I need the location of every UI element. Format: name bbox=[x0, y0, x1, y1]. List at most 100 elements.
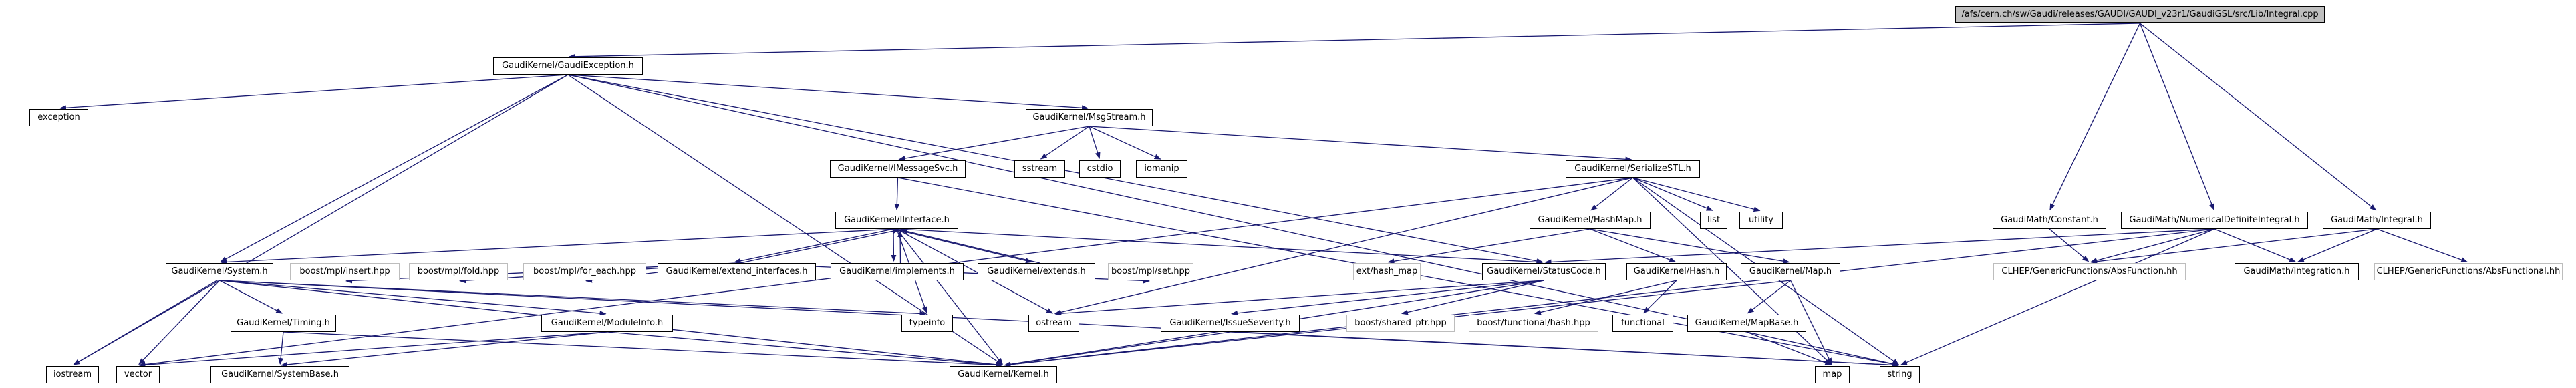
include-edge-hashmap-exthash bbox=[1387, 228, 1590, 264]
include-edge-msgstream-iomanip bbox=[1089, 126, 1161, 160]
include-edge-serialize-map bbox=[1632, 177, 1832, 365]
graph-node-insert: boost/mpl/insert.hpp bbox=[290, 263, 400, 280]
include-edge-system-timing bbox=[219, 280, 283, 314]
graph-node-cstdio[interactable]: cstdio bbox=[1079, 160, 1121, 178]
include-edge-statuscode-sharedptr bbox=[1401, 280, 1544, 315]
graph-node-constant[interactable]: GaudiMath/Constant.h bbox=[1993, 212, 2106, 229]
graph-node-serialize[interactable]: GaudiKernel/SerializeSTL.h bbox=[1566, 160, 1700, 178]
include-edge-ndi-kernel bbox=[1004, 228, 2215, 367]
graph-node-iomanip[interactable]: iomanip bbox=[1136, 160, 1187, 178]
graph-node-integration[interactable]: GaudiMath/Integration.h bbox=[2235, 263, 2359, 280]
graph-node-mapbase[interactable]: GaudiKernel/MapBase.h bbox=[1687, 315, 1806, 332]
graph-node-exthash: ext/hash_map bbox=[1353, 263, 1421, 280]
include-edge-issueseverity-kernel bbox=[1004, 331, 1231, 367]
include-edge-moduleinfo-kernel bbox=[607, 331, 1003, 368]
include-edge-ndi-string bbox=[1900, 228, 2215, 365]
include-edge-ndi-absfunction bbox=[2090, 228, 2215, 264]
graph-node-utility[interactable]: utility bbox=[1739, 212, 1783, 229]
graph-node-hashmap[interactable]: GaudiKernel/HashMap.h bbox=[1530, 212, 1651, 229]
include-edge-hash-functional bbox=[1643, 280, 1677, 314]
include-edge-root-gmintegral bbox=[2140, 23, 2377, 211]
include-edge-iinterface-kernel bbox=[896, 228, 1003, 365]
graph-node-fold: boost/mpl/fold.hpp bbox=[409, 263, 508, 280]
include-edge-serialize-ostream bbox=[1054, 177, 1633, 315]
include-edge-hashmap-gmap bbox=[1590, 228, 1790, 264]
graph-node-absfunction: CLHEP/GenericFunctions/AbsFunction.hh bbox=[1993, 263, 2186, 280]
include-edge-msgstream-imsgsvc bbox=[898, 126, 1090, 162]
include-edge-gmintegral-integration bbox=[2297, 228, 2378, 262]
graph-node-map[interactable]: map bbox=[1815, 366, 1850, 383]
graph-node-moduleinfo[interactable]: GaudiKernel/ModuleInfo.h bbox=[541, 315, 673, 332]
graph-node-vector[interactable]: vector bbox=[116, 366, 160, 383]
include-edge-iinterface-extends bbox=[893, 228, 1033, 264]
include-edge-root-ndi bbox=[2139, 23, 2214, 211]
include-edge-mapbase-map bbox=[1746, 331, 1832, 365]
graph-node-ostream[interactable]: ostream bbox=[1028, 315, 1079, 332]
graph-node-timing[interactable]: GaudiKernel/Timing.h bbox=[231, 315, 336, 332]
include-edge-gmap-mapbase bbox=[1747, 280, 1791, 314]
include-edge-extifc-iinterface bbox=[740, 228, 900, 264]
graph-node-kernel[interactable]: GaudiKernel/Kernel.h bbox=[950, 366, 1057, 383]
include-edge-iinterface-system bbox=[220, 228, 897, 265]
graph-node-statuscode[interactable]: GaudiKernel/StatusCode.h bbox=[1482, 263, 1606, 280]
graph-node-imsgsvc[interactable]: GaudiKernel/IMessageSvc.h bbox=[830, 160, 966, 178]
graph-node-set: boost/mpl/set.hpp bbox=[1108, 263, 1193, 280]
include-edge-gmap-map bbox=[1790, 280, 1832, 365]
graph-node-functional[interactable]: functional bbox=[1612, 315, 1673, 332]
graph-node-system[interactable]: GaudiKernel/System.h bbox=[166, 263, 273, 280]
graph-node-extifc[interactable]: GaudiKernel/extend_interfaces.h bbox=[658, 263, 816, 280]
include-edge-hash-boosthash bbox=[1534, 280, 1677, 315]
include-edge-gmintegral-absfunctional bbox=[2376, 228, 2468, 262]
graph-node-sharedptr: boost/shared_ptr.hpp bbox=[1346, 315, 1455, 332]
include-edge-ndi-integration bbox=[2214, 228, 2297, 262]
graph-node-typeinfo[interactable]: typeinfo bbox=[901, 315, 953, 332]
graph-node-ndi[interactable]: GaudiMath/NumericalDefiniteIntegral.h bbox=[2121, 212, 2308, 229]
graph-node-extends[interactable]: GaudiKernel/extends.h bbox=[978, 263, 1095, 280]
include-edge-gexc-iostream bbox=[73, 74, 569, 365]
include-edge-extends-iinterface bbox=[900, 228, 1040, 264]
include-edge-ndi-statuscode bbox=[1544, 228, 2215, 265]
graph-node-root[interactable]: /afs/cern.ch/sw/Gaudi/releases/GAUDI/GAU… bbox=[1955, 6, 2325, 23]
graph-node-gmintegral[interactable]: GaudiMath/Integral.h bbox=[2323, 212, 2431, 229]
graph-node-hash[interactable]: GaudiKernel/Hash.h bbox=[1626, 263, 1727, 280]
include-edge-hashmap-hash bbox=[1590, 228, 1677, 262]
graph-node-gexc[interactable]: GaudiKernel/GaudiException.h bbox=[493, 57, 643, 75]
include-edge-gexc-string bbox=[567, 74, 1900, 367]
include-edge-root-gexc bbox=[568, 23, 2140, 59]
graph-node-systembase[interactable]: GaudiKernel/SystemBase.h bbox=[210, 366, 349, 383]
graph-node-impl[interactable]: GaudiKernel/implements.h bbox=[831, 263, 964, 280]
graph-node-gmap[interactable]: GaudiKernel/Map.h bbox=[1741, 263, 1840, 280]
include-edge-root-constant bbox=[2049, 23, 2141, 211]
include-edge-moduleinfo-systembase bbox=[280, 331, 607, 367]
include-edge-gexc-system bbox=[220, 74, 569, 262]
graph-node-boosthash: boost/functional/hash.hpp bbox=[1469, 315, 1598, 332]
graph-node-msgstream[interactable]: GaudiKernel/MsgStream.h bbox=[1026, 109, 1153, 126]
include-edge-serialize-utility bbox=[1632, 177, 1761, 212]
include-edge-msgstream-sstream bbox=[1040, 126, 1090, 160]
include-edge-gexc-exception bbox=[59, 74, 569, 111]
include-edge-timing-systembase bbox=[278, 331, 284, 365]
graph-node-iinterface[interactable]: GaudiKernel/IInterface.h bbox=[835, 212, 958, 229]
graph-node-absfunctional: CLHEP/GenericFunctions/AbsFunctional.hh bbox=[2374, 263, 2563, 280]
graph-node-string[interactable]: string bbox=[1880, 366, 1920, 383]
include-edge-system-iostream bbox=[73, 280, 220, 365]
graph-node-foreach: boost/mpl/for_each.hpp bbox=[523, 263, 646, 280]
include-edge-gexc-msgstream bbox=[567, 74, 1089, 111]
include-edge-serialize-list bbox=[1632, 177, 1713, 211]
include-edge-statuscode-issueseverity bbox=[1230, 280, 1544, 316]
include-edge-issueseverity-string bbox=[1230, 331, 1900, 368]
include-edge-serialize-hashmap bbox=[1590, 177, 1633, 211]
include-edge-iinterface-statuscode bbox=[896, 228, 1544, 265]
graph-node-issueseverity[interactable]: GaudiKernel/IssueSeverity.h bbox=[1161, 315, 1300, 332]
include-edge-system-vector bbox=[138, 280, 220, 365]
include-edge-system-moduleinfo bbox=[219, 280, 607, 317]
graph-node-sstream[interactable]: sstream bbox=[1014, 160, 1065, 178]
graph-node-list[interactable]: list bbox=[1700, 212, 1727, 229]
graph-node-exception[interactable]: exception bbox=[29, 109, 88, 126]
include-edge-iinterface-ostream bbox=[896, 228, 1054, 314]
include-edge-msgstream-serialize bbox=[1089, 126, 1632, 162]
graph-node-iostream[interactable]: iostream bbox=[46, 366, 99, 383]
include-edge-statuscode-ostream bbox=[1054, 280, 1544, 317]
include-edge-moduleinfo-vector bbox=[138, 331, 607, 368]
